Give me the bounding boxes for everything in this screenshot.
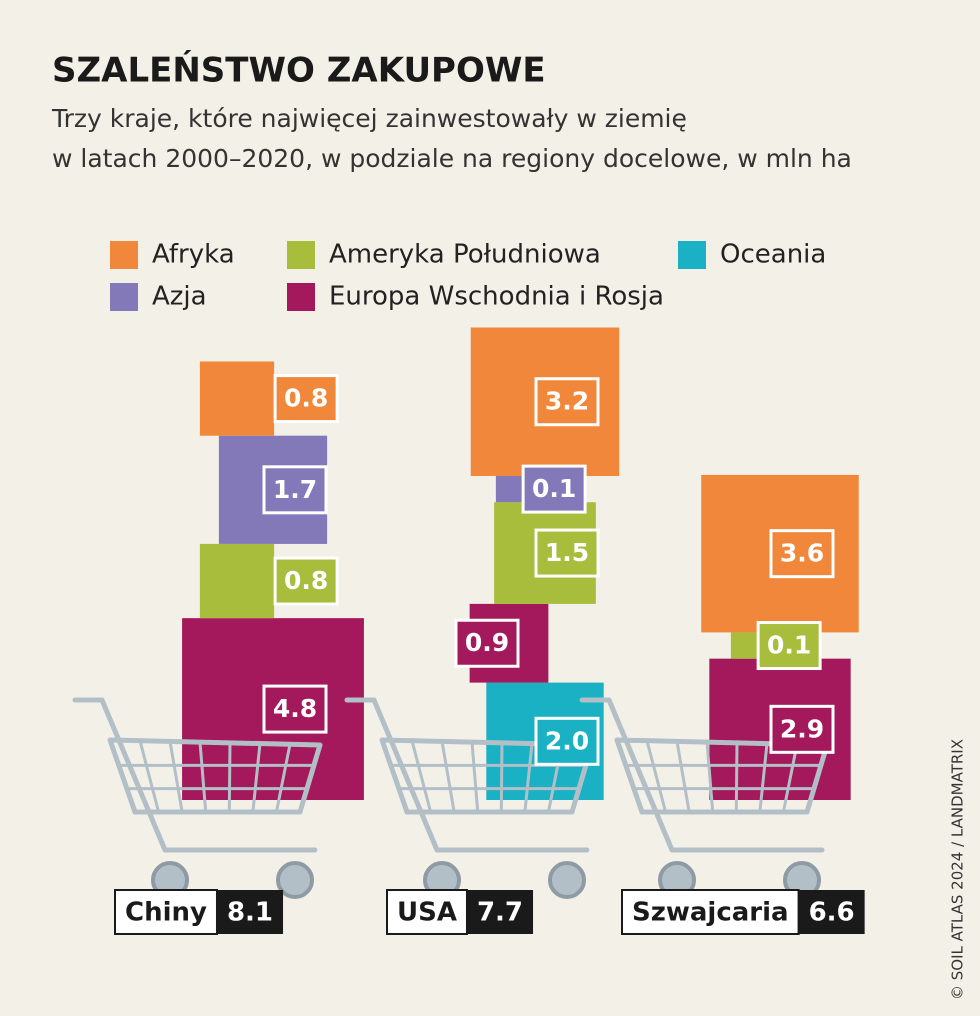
cart-grid <box>410 739 433 814</box>
cart-grid <box>645 739 668 814</box>
legend-label: Ameryka Południowa <box>329 240 601 270</box>
value-label: 2.0 <box>545 726 589 755</box>
value-label: 3.2 <box>545 387 589 416</box>
value-label: 0.1 <box>767 631 811 660</box>
value-label: 4.8 <box>273 694 317 723</box>
cart-grid <box>734 741 739 814</box>
value-label-box <box>756 621 822 671</box>
credit: © SOIL ATLAS 2024 / LANDMATRIX <box>949 739 967 1000</box>
legend-swatch <box>110 283 138 311</box>
total-label: 8.1 <box>227 898 273 928</box>
legend-swatch <box>287 283 315 311</box>
value-label: 2.9 <box>780 714 824 743</box>
value-label-box <box>769 704 835 754</box>
category-label: Chiny <box>125 898 207 928</box>
value-label-box <box>534 377 600 427</box>
cart-grid <box>251 742 262 814</box>
subtitle: w latach 2000–2020, w podziale na region… <box>52 144 852 173</box>
value-label: 0.8 <box>284 566 328 595</box>
legend-label: Europa Wschodnia i Rosja <box>329 282 664 312</box>
cart-wheel <box>276 861 314 899</box>
legend-swatch <box>287 241 315 269</box>
value-label-box <box>273 556 339 606</box>
category-label: USA <box>397 898 457 928</box>
total-box <box>216 890 284 934</box>
square <box>730 632 758 659</box>
legend-label: Azja <box>152 282 207 312</box>
value-label: 0.9 <box>465 628 509 657</box>
value-label-box <box>262 465 328 515</box>
cart-grid <box>675 739 691 814</box>
legend-label: Afryka <box>152 240 235 270</box>
cart-grid <box>781 742 799 814</box>
total-box <box>466 890 534 934</box>
value-label: 1.5 <box>545 538 589 567</box>
value-label-box <box>521 464 587 514</box>
cart-frame <box>344 697 590 853</box>
cart-grid <box>499 741 504 814</box>
legend-swatch <box>678 241 706 269</box>
square <box>199 361 275 436</box>
value-label-box <box>262 684 328 734</box>
value-label-box <box>534 528 600 578</box>
value-label-box <box>534 716 600 766</box>
value-label: 0.8 <box>284 384 328 413</box>
chart-title: SZALEŃSTWO ZAKUPOWE <box>52 50 546 91</box>
cart-grid <box>168 739 184 814</box>
cart-grid <box>227 741 232 814</box>
legend-swatch <box>110 241 138 269</box>
cart-grid <box>138 739 161 814</box>
value-label: 1.7 <box>273 475 317 504</box>
cart-wheel <box>548 861 586 899</box>
square <box>199 543 275 619</box>
total-box <box>798 890 865 934</box>
value-label-box <box>273 374 339 424</box>
cart-grid <box>758 742 769 814</box>
subtitle: Trzy kraje, które najwięcej zainwestował… <box>51 104 687 133</box>
cart-grid <box>705 740 715 814</box>
square <box>495 475 523 503</box>
cart-frame <box>579 697 825 853</box>
cart-grid <box>274 742 292 814</box>
cart-grid <box>198 740 208 814</box>
value-label-box <box>454 618 520 668</box>
value-label: 0.1 <box>532 474 576 503</box>
cart-grid <box>523 742 534 814</box>
cart-grid <box>470 740 480 814</box>
cart-grid <box>440 739 456 814</box>
total-label: 6.6 <box>809 898 855 928</box>
cart-frame <box>72 697 318 853</box>
category-label: Szwajcaria <box>632 898 789 928</box>
value-label: 3.6 <box>780 539 824 568</box>
value-label-box <box>769 529 835 579</box>
legend-label: Oceania <box>720 240 826 270</box>
total-label: 7.7 <box>477 898 523 928</box>
